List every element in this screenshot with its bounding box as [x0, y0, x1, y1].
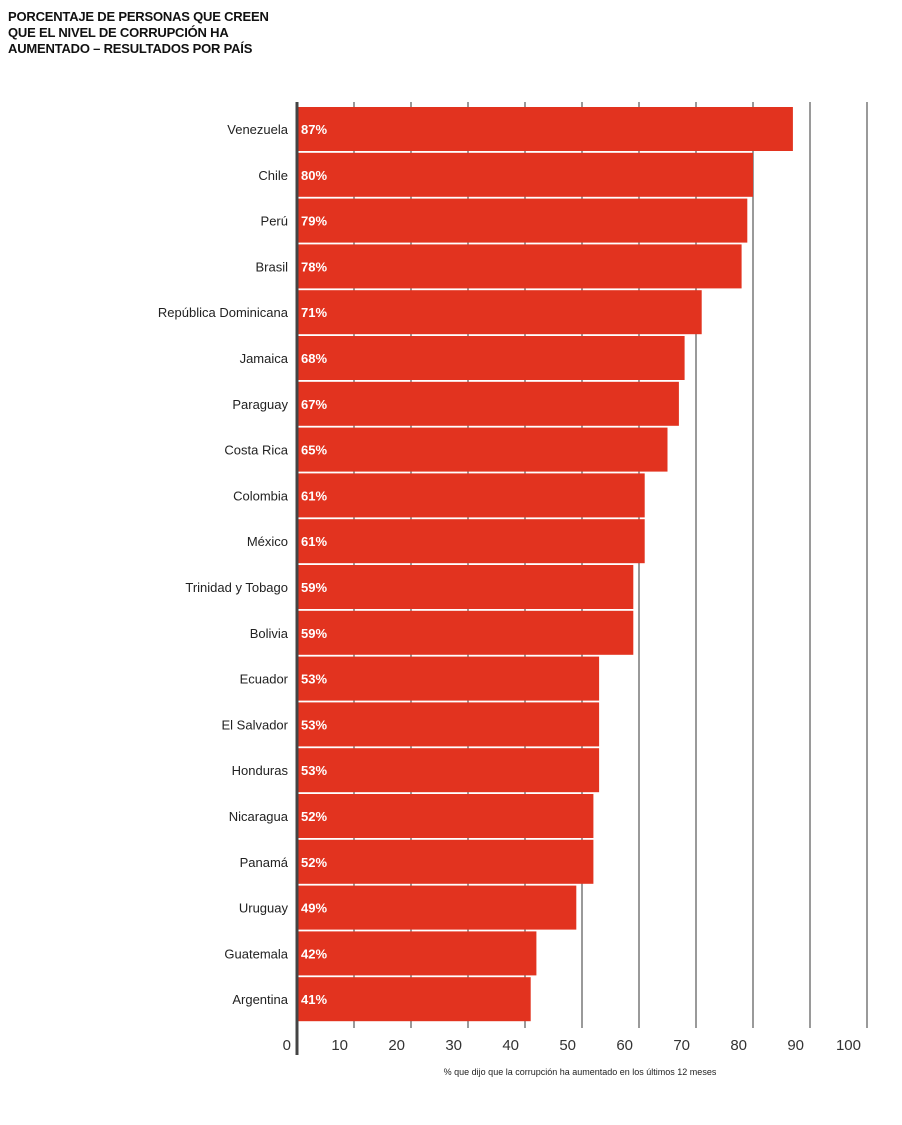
x-axis-ticks: 0 10 20 30 40 50 60 70 80 90 100 [283, 1037, 861, 1054]
value-label: 67% [301, 397, 327, 412]
value-label: 71% [301, 305, 327, 320]
bar-13 [297, 702, 600, 747]
value-label: 65% [301, 443, 327, 458]
bar-11 [297, 610, 634, 655]
x-tick-label: 90 [787, 1037, 804, 1054]
bar-5 [297, 336, 685, 380]
category-label: Trinidad y Tobago [185, 580, 288, 595]
category-label: Venezuela [227, 122, 288, 137]
category-label: Paraguay [232, 397, 288, 412]
category-label: Nicaragua [229, 809, 289, 824]
bar-9 [297, 519, 645, 564]
bar-17 [297, 885, 577, 930]
bar-19 [297, 977, 531, 1022]
value-label: 61% [301, 534, 327, 549]
category-label: El Salvador [222, 717, 289, 732]
value-label: 49% [301, 901, 327, 916]
bar-0 [297, 107, 793, 151]
x-tick-label: 10 [331, 1037, 348, 1054]
bar-18 [297, 931, 537, 976]
x-tick-label: 40 [502, 1037, 519, 1054]
category-label: Panamá [240, 855, 289, 870]
bar-15 [297, 794, 594, 838]
value-label: 79% [301, 214, 327, 229]
x-axis-label: % que dijo que la corrupción ha aumentad… [444, 1067, 717, 1077]
chart-title-line-1: PORCENTAJE DE PERSONAS QUE CREEN [8, 9, 269, 24]
value-labels: 87% 80% 79% 78% 71% 68% 67% 65% 61% 61% 59% 59% 53% 5… [301, 122, 327, 1007]
chart-title-line-2: QUE EL NIVEL DE CORRUPCIÓN HA [8, 25, 229, 40]
x-tick-label: 100 [836, 1037, 861, 1054]
chart-title: PORCENTAJE DE PERSONAS QUE CREEN QUE EL … [8, 9, 408, 57]
x-tick-label: 50 [559, 1037, 576, 1054]
value-label: 53% [301, 717, 327, 732]
bar-8 [297, 473, 645, 518]
bar-2 [297, 198, 748, 243]
value-label: 78% [301, 259, 327, 274]
x-tick-label: 80 [730, 1037, 747, 1054]
bar-10 [297, 565, 634, 609]
bar-12 [297, 656, 600, 701]
value-label: 53% [301, 763, 327, 778]
value-label: 41% [301, 992, 327, 1007]
x-tick-label: 20 [388, 1037, 405, 1054]
value-label: 52% [301, 855, 327, 870]
value-label: 87% [301, 122, 327, 137]
category-labels: Venezuela Chile Perú Brasil República Domini… [158, 122, 289, 1007]
chart-title-line-3: AUMENTADO – RESULTADOS POR PAÍS [8, 41, 253, 56]
category-label: Bolivia [250, 626, 289, 641]
category-label: Guatemala [224, 946, 288, 961]
category-label: Jamaica [240, 351, 289, 366]
value-label: 59% [301, 580, 327, 595]
bar-4 [297, 290, 702, 335]
bar-16 [297, 839, 594, 884]
category-label: Chile [258, 168, 288, 183]
bar-14 [297, 748, 600, 793]
bar-1 [297, 152, 753, 197]
x-tick-label: 0 [283, 1037, 291, 1054]
value-label: 68% [301, 351, 327, 366]
value-label: 80% [301, 168, 327, 183]
category-label: Colombia [233, 488, 289, 503]
category-label: Brasil [255, 259, 288, 274]
category-label: República Dominicana [158, 305, 289, 320]
value-label: 59% [301, 626, 327, 641]
category-label: Honduras [232, 763, 289, 778]
category-label: Costa Rica [224, 443, 288, 458]
value-label: 42% [301, 946, 327, 961]
bar-3 [297, 244, 742, 289]
bar-6 [297, 381, 679, 426]
value-label: 61% [301, 488, 327, 503]
bar-7 [297, 427, 668, 472]
value-label: 53% [301, 672, 327, 687]
category-label: Argentina [232, 992, 288, 1007]
x-tick-label: 60 [616, 1037, 633, 1054]
category-label: Ecuador [240, 672, 289, 687]
category-label: Uruguay [239, 901, 289, 916]
x-tick-label: 30 [445, 1037, 462, 1054]
category-label: México [247, 534, 288, 549]
bars [297, 107, 793, 1022]
value-label: 52% [301, 809, 327, 824]
x-tick-label: 70 [673, 1037, 690, 1054]
category-label: Perú [261, 214, 288, 229]
